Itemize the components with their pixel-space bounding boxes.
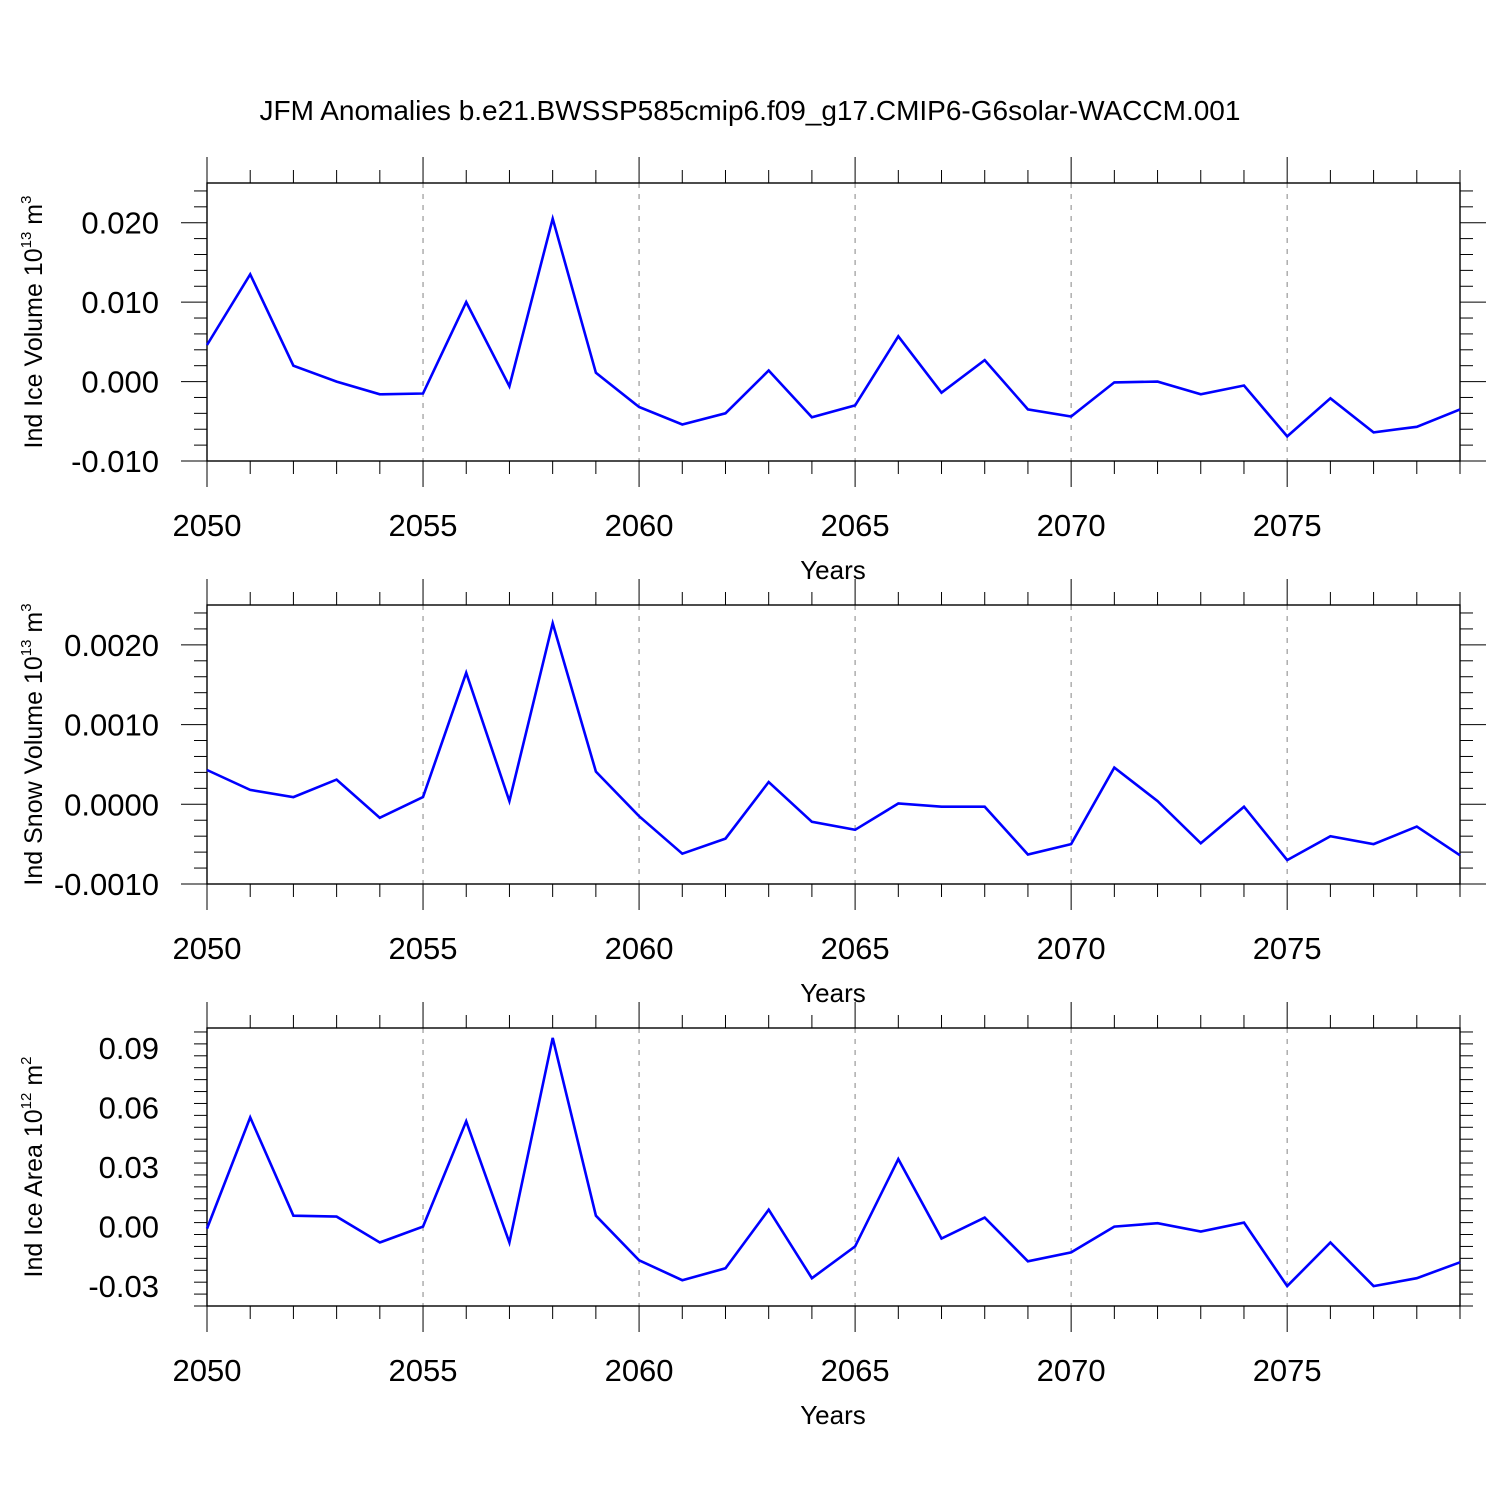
- y-tick-label: -0.010: [71, 444, 159, 479]
- x-tick-label: 2065: [821, 1353, 890, 1388]
- y-tick-label: 0.09: [99, 1031, 159, 1066]
- y-axis-title-exponent: 13: [18, 232, 35, 249]
- x-axis-title: Years: [800, 978, 866, 1008]
- y-tick-label: 0.0020: [64, 628, 159, 663]
- x-tick-label: 2055: [389, 931, 458, 966]
- y-tick-label: 0.020: [81, 206, 159, 241]
- x-axis-title: Years: [800, 1400, 866, 1430]
- panels: -0.010 0.000 0.010 0.020 2050 2055 2060 2065 207…: [18, 157, 1486, 1430]
- y-axis-title-unit-exponent: 3: [18, 196, 35, 204]
- x-tick-label: 2075: [1253, 1353, 1322, 1388]
- y-axis-title: Ind Snow Volume 1013 m3: [18, 603, 48, 885]
- x-tick-label: 2070: [1037, 931, 1106, 966]
- y-axis-title-exponent: 12: [18, 1093, 35, 1110]
- plot-frame: [206, 604, 1461, 885]
- y-axis-title: Ind Ice Volume 1013 m3: [18, 196, 48, 449]
- y-axis-title-text: Ind Snow Volume 10: [20, 656, 48, 885]
- y-axis-title-unit: m: [20, 612, 48, 640]
- y-tick-label: 0.0010: [64, 708, 159, 743]
- y-axis-title-exponent: 13: [18, 640, 35, 657]
- y-tick-label: 0.00: [99, 1210, 159, 1245]
- panel-1: -0.010 0.000 0.010 0.020 2050 2055 2060 2065 207…: [18, 157, 1486, 585]
- y-axis-title-unit-exponent: 3: [18, 603, 35, 611]
- x-tick-label: 2065: [821, 508, 890, 543]
- y-tick-label: 0.03: [99, 1150, 159, 1185]
- x-tick-label: 2055: [389, 508, 458, 543]
- y-tick-label: 0.0000: [64, 787, 159, 822]
- plot-frame: [206, 1027, 1461, 1307]
- x-tick-label: 2050: [173, 1353, 242, 1388]
- x-tick-label: 2050: [173, 508, 242, 543]
- x-tick-label: 2060: [605, 508, 674, 543]
- y-axis-title: Ind Ice Area 1012 m2: [18, 1057, 48, 1278]
- x-tick-label: 2075: [1253, 508, 1322, 543]
- y-tick-label: -0.03: [88, 1269, 159, 1304]
- y-tick-label: 0.000: [81, 365, 159, 400]
- panel-2: -0.0010 0.0000 0.0010 0.0020 2050 2055 2060 206…: [18, 579, 1486, 1008]
- series-line: [205, 1037, 1461, 1289]
- x-tick-label: 2050: [173, 931, 242, 966]
- panel-3: -0.03 0.00 0.03 0.06 0.09 2050 2055 2060 2065 207…: [18, 1002, 1473, 1430]
- y-axis-title-unit-exponent: 2: [18, 1057, 35, 1065]
- series-line: [205, 213, 1461, 439]
- y-tick-label: 0.06: [99, 1090, 159, 1125]
- y-axis-title-unit: m: [20, 1065, 48, 1093]
- x-axis-title: Years: [800, 555, 866, 585]
- chart-title: JFM Anomalies b.e21.BWSSP585cmip6.f09_g1…: [260, 95, 1241, 126]
- y-axis-title-text: Ind Ice Area 10: [20, 1109, 48, 1277]
- series-line: [206, 618, 1461, 862]
- x-tick-label: 2075: [1253, 931, 1322, 966]
- y-axis-title-text: Ind Ice Volume 10: [20, 248, 48, 448]
- x-tick-label: 2070: [1037, 1353, 1106, 1388]
- y-tick-label: 0.010: [81, 285, 159, 320]
- x-tick-label: 2060: [605, 1353, 674, 1388]
- y-tick-label: -0.0010: [54, 867, 159, 902]
- x-tick-label: 2065: [821, 931, 890, 966]
- plot-frame: [206, 182, 1461, 462]
- x-tick-label: 2070: [1037, 508, 1106, 543]
- y-axis-title-unit: m: [20, 204, 48, 232]
- x-tick-label: 2055: [389, 1353, 458, 1388]
- x-tick-label: 2060: [605, 931, 674, 966]
